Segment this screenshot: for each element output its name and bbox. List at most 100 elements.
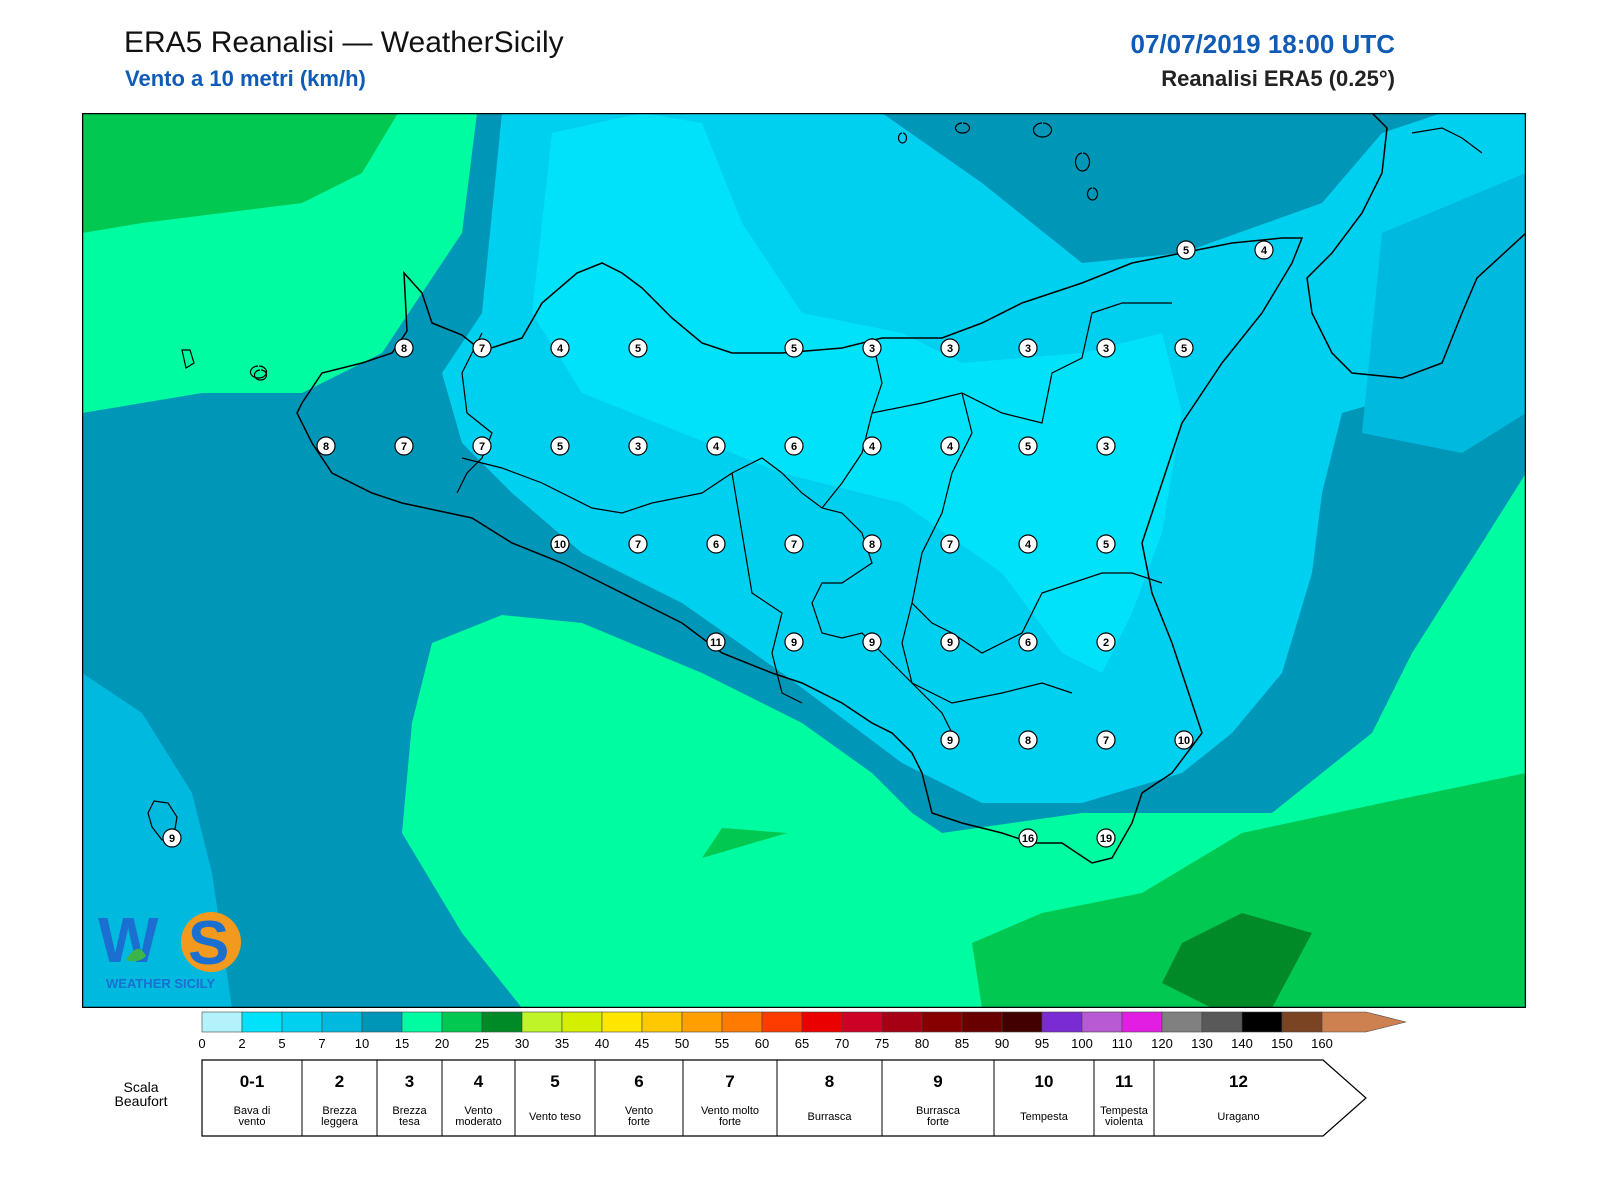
station-value: 7 [791,539,797,551]
station-marker: 4 [1018,534,1038,554]
colorbar-tick-label: 75 [875,1036,889,1051]
beaufort-description: vento [239,1116,266,1128]
station-marker: 19 [1096,828,1116,848]
colorbar-segment [841,1011,883,1033]
colorbar-segment-last [1321,1011,1407,1033]
colorbar-segment [1041,1011,1083,1033]
colorbar-tick-label: 2 [238,1036,245,1051]
station-value: 8 [323,441,329,453]
colorbar-tick-label: 35 [555,1036,569,1051]
station-markers: 5 4 8 7 4 5 5 3 3 3 3 5 8 7 7 5 3 4 6 4 4 5 3 10 7 6 7 8 7 4 5 11 9 9 9 6 2 9… [162,240,1274,848]
station-marker-circle [628,534,648,554]
station-value: 9 [869,637,875,649]
station-marker-circle [1254,240,1274,260]
station-marker: 9 [862,632,882,652]
beaufort-description: Brezza [322,1105,357,1117]
station-value: 3 [869,343,875,355]
station-value: 4 [947,441,954,453]
colorbar-segment [1201,1011,1243,1033]
station-value: 2 [1103,637,1109,649]
station-marker-circle [862,632,882,652]
colorbar-segment [721,1011,763,1033]
station-marker-circle [706,534,726,554]
beaufort-description: Tempesta [1100,1105,1149,1117]
colorbar-tick-label: 85 [955,1036,969,1051]
colorbar-segment [1281,1011,1323,1033]
station-marker-circle [550,534,570,554]
beaufort-force: 4 [474,1072,484,1091]
station-marker: 4 [862,436,882,456]
beaufort-force: 9 [933,1072,942,1091]
colorbar-segment [1121,1011,1163,1033]
colorbar: 0 2 5 7 10 15 20 25 30 35 40 45 50 55 60 65 70 75 80 85 90 95… [198,1011,1407,1051]
colorbar-segment [921,1011,963,1033]
station-value: 3 [635,441,641,453]
colorbar-segment [241,1011,283,1033]
weathersicily-logo: W S WEATHER SICILY [96,902,246,1007]
colorbar-segment [801,1011,843,1033]
station-marker-circle [1174,730,1194,750]
station-value: 7 [479,343,485,355]
colorbar-tick-label: 0 [198,1036,205,1051]
beaufort-scale-label: Scala [123,1079,158,1095]
colorbar-tick-label: 5 [278,1036,285,1051]
beaufort-force: 7 [725,1072,734,1091]
station-marker-circle [1018,534,1038,554]
station-marker: 7 [628,534,648,554]
beaufort-force: 5 [550,1072,559,1091]
station-marker-circle [394,436,414,456]
station-marker: 16 [1018,828,1038,848]
colorbar-tick-label: 140 [1231,1036,1253,1051]
colorbar-tick-label: 80 [915,1036,929,1051]
station-marker: 4 [706,436,726,456]
station-value: 3 [1103,343,1109,355]
station-marker: 9 [162,828,182,848]
beaufort-description: forte [719,1116,741,1128]
station-value: 5 [635,343,641,355]
station-marker-circle [1018,730,1038,750]
station-marker: 7 [784,534,804,554]
station-marker: 9 [940,632,960,652]
station-marker-circle [628,436,648,456]
station-value: 5 [1103,539,1109,551]
station-value: 4 [869,441,876,453]
station-marker-circle [1096,338,1116,358]
station-marker-circle [162,828,182,848]
calabria-inner [1411,127,1483,154]
station-marker-circle [1176,240,1196,260]
station-marker-circle [550,436,570,456]
station-value: 8 [869,539,875,551]
station-marker: 3 [940,338,960,358]
station-marker: 11 [706,632,726,652]
beaufort-scale-label: Beaufort [115,1093,168,1109]
colorbar-tick-label: 90 [995,1036,1009,1051]
colorbar-segment [681,1011,723,1033]
field-2-5-core [532,113,1182,673]
station-value: 5 [1183,245,1189,257]
station-marker: 10 [1174,730,1194,750]
colorbar-tick-label: 25 [475,1036,489,1051]
station-marker-circle [940,338,960,358]
beaufort-force: 2 [335,1072,344,1091]
station-marker-circle [862,534,882,554]
station-marker-circle [394,338,414,358]
station-marker: 9 [784,632,804,652]
colorbar-segment [481,1011,523,1033]
station-value: 7 [401,441,407,453]
station-marker-circle [1096,534,1116,554]
colorbar-tick-label: 110 [1112,1036,1133,1051]
station-marker-circle [1018,632,1038,652]
station-marker: 5 [784,338,804,358]
colorbar-tick-label: 15 [395,1036,409,1051]
station-value: 5 [791,343,797,355]
beaufort-description: Tempesta [1020,1111,1069,1123]
beaufort-description: tesa [399,1116,421,1128]
colorbar-tick-label: 10 [355,1036,369,1051]
beaufort-description: violenta [1105,1116,1144,1128]
beaufort-description: Uragano [1217,1111,1259,1123]
beaufort-force: 3 [405,1072,414,1091]
colorbar-tick-label: 30 [515,1036,529,1051]
station-marker-circle [472,436,492,456]
station-marker: 8 [1018,730,1038,750]
station-marker-circle [706,436,726,456]
